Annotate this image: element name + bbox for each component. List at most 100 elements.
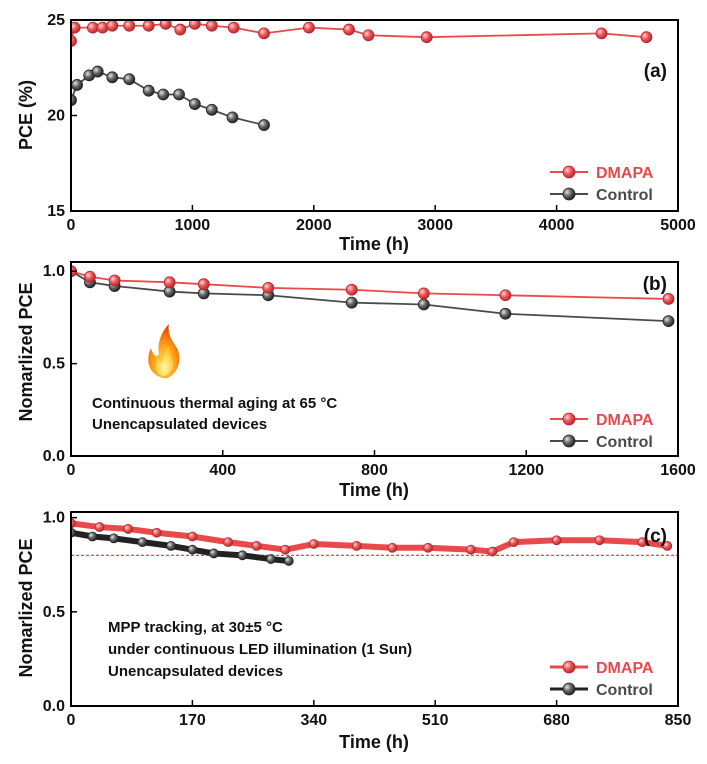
x-tick-label: 3000 xyxy=(417,217,453,234)
data-point xyxy=(106,71,119,84)
panel-c-legend: DMAPA Control xyxy=(550,660,654,699)
data-point xyxy=(258,27,270,40)
y-tick-label: 1.0 xyxy=(43,263,65,280)
series-line xyxy=(71,270,670,300)
x-tick-label: 680 xyxy=(543,712,570,729)
panel-b-tag: (b) xyxy=(643,274,667,295)
panel-c: 0 170 340 510 680 850 0.0 0.5 1.0 Nomarlized PCE… xyxy=(16,510,691,752)
panel-a-frame xyxy=(70,19,679,212)
data-point xyxy=(71,527,76,538)
data-point xyxy=(71,94,77,107)
data-point xyxy=(303,21,315,34)
data-point xyxy=(308,539,319,549)
data-point xyxy=(227,21,240,34)
series-control xyxy=(71,65,270,131)
data-point xyxy=(188,98,201,110)
panel-a-ticks: 0 1000 2000 3000 4000 5000 15 20 25 xyxy=(47,12,696,234)
series-line xyxy=(71,529,292,564)
x-tick-label: 340 xyxy=(300,712,327,729)
panel-b-annotation-1: Continuous thermal aging at 65 °C xyxy=(92,395,337,412)
panel-b-ticks: 0 400 800 1200 1600 0.0 0.5 1.0 xyxy=(43,263,696,479)
panel-b-annotation-2: Unencapsulated devices xyxy=(92,416,267,433)
series-dmapa xyxy=(71,518,673,557)
data-point xyxy=(258,119,270,131)
panel-c-annotation-3: Unencapsulated devices xyxy=(108,663,283,680)
data-point xyxy=(151,527,162,538)
panel-c-tag: (c) xyxy=(644,526,667,547)
legend-control-label: Control xyxy=(596,682,653,699)
data-point xyxy=(94,522,105,532)
data-point xyxy=(283,556,294,566)
data-point xyxy=(137,537,148,548)
x-tick-label: 170 xyxy=(179,712,206,729)
data-point xyxy=(508,537,519,548)
data-point xyxy=(71,21,81,34)
x-tick-label: 800 xyxy=(361,462,388,479)
x-tick-label: 510 xyxy=(422,712,449,729)
panel-a-ylabel: PCE (%) xyxy=(16,80,36,150)
panel-c-annotation-1: MPP tracking, at 30±5 °C xyxy=(108,619,283,636)
x-tick-label: 1200 xyxy=(508,462,544,479)
legend-dmapa-label: DMAPA xyxy=(596,165,654,182)
legend-dmapa-label: DMAPA xyxy=(596,660,654,677)
legend-control-marker xyxy=(562,434,576,448)
y-tick-label: 0.5 xyxy=(43,604,65,621)
x-tick-label: 0 xyxy=(67,462,76,479)
panel-b-legend: DMAPA Control xyxy=(550,412,654,451)
data-point xyxy=(142,84,155,97)
data-point xyxy=(417,287,430,300)
legend-control-marker xyxy=(562,682,576,696)
data-point xyxy=(351,541,362,551)
data-point xyxy=(266,554,276,564)
x-tick-label: 4000 xyxy=(539,217,575,234)
panel-c-annotation-2: under continuous LED illumination (1 Sun… xyxy=(108,641,412,658)
panel-a: 0 1000 2000 3000 4000 5000 15 20 25 PCE (%) Time… xyxy=(16,12,696,254)
data-point xyxy=(174,23,187,36)
data-point xyxy=(87,531,98,542)
x-tick-label: 1600 xyxy=(660,462,696,479)
data-point xyxy=(487,546,498,557)
data-point xyxy=(595,27,608,40)
series-line xyxy=(71,22,648,42)
data-point xyxy=(91,65,104,78)
data-point xyxy=(343,23,355,36)
data-point xyxy=(106,20,119,32)
data-point xyxy=(71,518,76,529)
data-point xyxy=(466,544,476,555)
panel-c-frame xyxy=(70,511,679,707)
data-point xyxy=(594,535,605,546)
data-point xyxy=(345,296,358,309)
data-point xyxy=(637,537,648,548)
y-tick-label: 15 xyxy=(47,203,65,220)
data-point xyxy=(499,307,512,320)
data-point xyxy=(420,31,433,44)
data-point xyxy=(157,88,170,101)
data-point xyxy=(96,21,109,34)
data-point xyxy=(123,20,136,32)
legend-dmapa-marker xyxy=(562,165,576,179)
y-tick-label: 0.0 xyxy=(43,448,65,465)
panel-c-xlabel: Time (h) xyxy=(339,732,409,752)
data-point xyxy=(142,20,155,32)
data-point xyxy=(173,88,185,101)
data-point xyxy=(640,31,653,44)
panel-c-ylabel: Nomarlized PCE xyxy=(16,538,36,677)
data-point xyxy=(262,281,275,294)
y-tick-label: 20 xyxy=(47,108,65,125)
data-point xyxy=(226,111,239,124)
x-tick-label: 0 xyxy=(67,217,76,234)
panel-a-series xyxy=(71,20,653,131)
panel-c-series xyxy=(71,518,673,566)
data-point xyxy=(108,533,119,544)
series-dmapa xyxy=(71,265,675,305)
data-point xyxy=(205,103,218,116)
data-point xyxy=(499,289,512,302)
data-point xyxy=(345,283,358,296)
data-point xyxy=(163,276,176,289)
x-tick-label: 400 xyxy=(209,462,236,479)
data-point xyxy=(362,29,375,42)
y-tick-label: 0.0 xyxy=(43,698,65,715)
y-tick-label: 25 xyxy=(47,12,65,29)
